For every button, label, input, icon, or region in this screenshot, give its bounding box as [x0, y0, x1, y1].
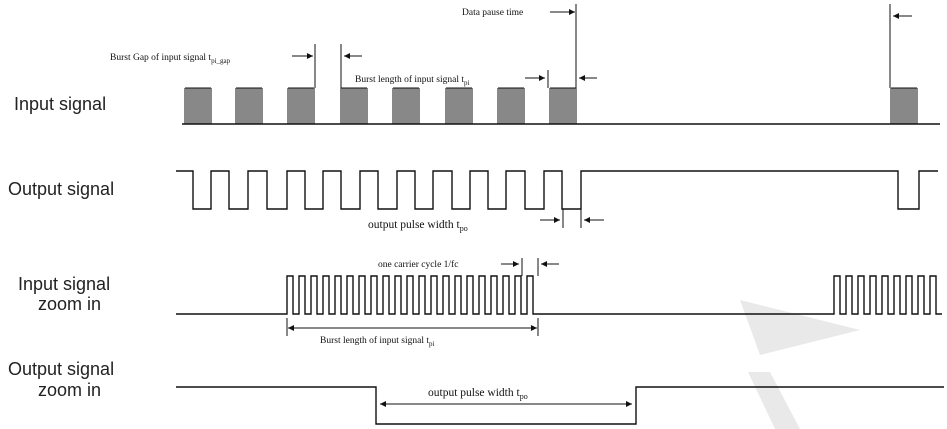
data-pause-annotation: Data pause time: [462, 4, 912, 88]
input-zoom-label-line1: Input signal: [18, 274, 110, 294]
svg-text:output pulse width tpo: output pulse width tpo: [368, 219, 468, 233]
burst-length-annotation: Burst length of input signal tpi: [355, 70, 597, 88]
input-zoom-wave: [176, 275, 942, 315]
input-burst: [890, 87, 918, 124]
output-zoom-label-line1: Output signal: [8, 359, 114, 379]
carrier-cycle-annotation: one carrier cycle 1/fc: [378, 258, 559, 276]
watermark-logo: [740, 300, 860, 429]
output-signal-label: Output signal: [8, 179, 114, 199]
zoom-pulse-annotation: output pulse width tpo: [380, 387, 632, 407]
output-signal-wave: [176, 170, 938, 210]
svg-text:Burst length of input signal t: Burst length of input signal tpi: [355, 74, 469, 87]
input-signal-label: Input signal: [14, 94, 106, 114]
burst-gap-annotation: Burst Gap of input signal tpi_gap: [110, 44, 362, 88]
input-burst: [184, 87, 212, 124]
output-pulse-annotation: output pulse width tpo: [368, 209, 604, 233]
input-burst: [445, 87, 473, 124]
input-burst: [549, 87, 577, 124]
output-zoom-wave: [176, 386, 944, 425]
svg-text:one carrier cycle 1/fc: one carrier cycle 1/fc: [378, 259, 458, 270]
input-burst: [340, 87, 368, 124]
svg-text:output pulse width tpo: output pulse width tpo: [428, 387, 528, 401]
input-burst: [287, 87, 315, 124]
svg-text:Data pause time: Data pause time: [462, 8, 523, 18]
input-burst: [235, 87, 263, 124]
input-zoom-label-line2: zoom in: [38, 294, 101, 314]
input-burst: [497, 87, 525, 124]
output-zoom-label-line2: zoom in: [38, 380, 101, 400]
zoom-burst-length-annotation: Burst length of input signal tpi: [286, 318, 539, 348]
input-burst: [392, 87, 420, 124]
input-bursts: [184, 87, 918, 124]
svg-text:Burst length of input signal t: Burst length of input signal tpi: [320, 335, 434, 348]
svg-text:Burst Gap of input signal tpi_: Burst Gap of input signal tpi_gap: [110, 52, 231, 65]
